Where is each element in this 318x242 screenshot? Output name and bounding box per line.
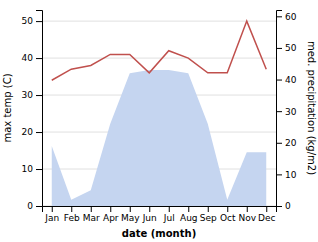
axis: 0 10 20 30 40 50	[22, 11, 43, 212]
tick-mark	[276, 48, 282, 49]
tick-mark	[91, 206, 92, 212]
grid-line	[42, 58, 276, 59]
tick-label: 30	[22, 90, 34, 100]
tick-mark	[276, 111, 282, 112]
tick: 50	[22, 16, 42, 26]
tick-label: Jan	[44, 213, 59, 223]
tick: Mar	[83, 206, 100, 223]
tick-label: 40	[22, 53, 34, 63]
tick-mark	[227, 206, 228, 212]
tick-label: 0	[27, 201, 33, 211]
tick: 20	[276, 138, 297, 148]
tick-label: 50	[285, 43, 297, 53]
x-axis-title: date (month)	[122, 228, 196, 239]
tick-label: Feb	[64, 213, 80, 223]
tick-mark	[276, 16, 282, 17]
tick-mark	[149, 206, 150, 212]
tick: 30	[276, 107, 297, 117]
axis-line	[43, 207, 277, 213]
y-axis-title: max temp (C)	[2, 73, 13, 142]
tick-label: Nov	[238, 213, 256, 223]
line	[52, 21, 267, 80]
tick-mark	[36, 206, 42, 207]
tick-label: May	[121, 213, 140, 223]
tick-label: 50	[22, 16, 34, 26]
tick-mark	[36, 169, 42, 170]
tick-mark	[266, 206, 267, 212]
tick-label: Jun	[142, 213, 157, 223]
tick-label: Jul	[163, 213, 175, 223]
tick: 40	[276, 75, 297, 85]
tick-mark	[36, 21, 42, 22]
tick: Dec	[258, 206, 275, 223]
tick: May	[121, 206, 140, 223]
tick-label: Dec	[258, 213, 275, 223]
tick-mark	[188, 206, 189, 212]
tick-mark	[36, 58, 42, 59]
plot-area: Jan FebMarAprMayJun Jul AugSepOctNovDec 0 10 2…	[22, 11, 297, 224]
tick-mark	[52, 206, 53, 212]
tick: Apr	[103, 206, 119, 223]
axis-line	[36, 11, 43, 207]
tick-mark	[71, 206, 72, 212]
tick-label: 40	[285, 75, 297, 85]
tick: 20	[22, 127, 42, 137]
tick-label: Mar	[83, 213, 100, 223]
tick-mark	[110, 206, 111, 212]
tick-label: 30	[285, 107, 297, 117]
tick: Oct	[220, 206, 236, 223]
tick: Feb	[64, 206, 80, 223]
tick-mark	[276, 174, 282, 175]
tick-label: Oct	[220, 213, 236, 223]
tick-label: 10	[285, 170, 297, 180]
tick-label: 60	[285, 12, 297, 22]
tick-mark	[276, 143, 282, 144]
tick: 0	[27, 201, 42, 211]
tick: 10	[276, 170, 297, 180]
y2-axis-title: med. precipitation (kg/m2)	[306, 41, 317, 175]
tick: 40	[22, 53, 42, 63]
tick-mark	[36, 95, 42, 96]
tick-label: 0	[285, 201, 291, 211]
tick-mark	[247, 206, 248, 212]
tick-label: Apr	[103, 213, 119, 223]
tick-mark	[130, 206, 131, 212]
tick-mark	[36, 132, 42, 133]
tick: Jan	[44, 206, 59, 223]
axis: 0 10 20 30 40 50 60	[276, 11, 297, 212]
axis: Jan FebMarAprMayJun Jul AugSepOctNovDec	[43, 206, 277, 223]
chart-svg: Jan FebMarAprMayJun Jul AugSepOctNovDec 0 10 2…	[0, 0, 318, 242]
tick-label: Aug	[180, 213, 198, 223]
tick-mark	[208, 206, 209, 212]
tick: Nov	[238, 206, 256, 223]
tick: Jun	[142, 206, 157, 223]
tick-label: 10	[22, 164, 34, 174]
tick: 50	[276, 43, 297, 53]
tick-label: 20	[285, 138, 297, 148]
tick: 60	[276, 12, 297, 22]
tick-label: 20	[22, 127, 34, 137]
area	[52, 70, 267, 206]
grid	[42, 21, 276, 206]
tick: 0	[276, 201, 291, 211]
axis-line	[277, 11, 283, 207]
tick-mark	[169, 206, 170, 212]
marks	[52, 21, 267, 206]
tick: Jul	[163, 206, 175, 223]
tick: Sep	[200, 206, 217, 223]
grid-line	[42, 21, 276, 22]
tick-mark	[276, 80, 282, 81]
tick: 10	[22, 164, 42, 174]
chart-container: Jan FebMarAprMayJun Jul AugSepOctNovDec 0 10 2…	[0, 0, 318, 242]
tick: 30	[22, 90, 42, 100]
tick-label: Sep	[200, 213, 217, 223]
tick: Aug	[180, 206, 198, 223]
tick-mark	[276, 206, 282, 207]
